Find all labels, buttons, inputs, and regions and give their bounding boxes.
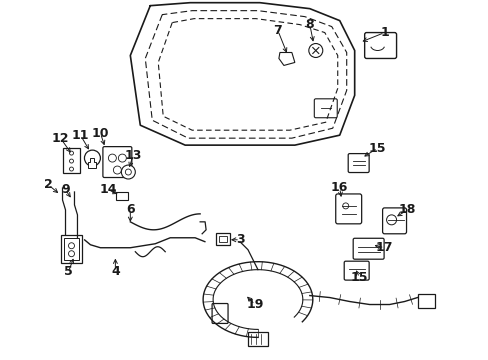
Circle shape — [108, 154, 116, 162]
Text: 11: 11 — [72, 129, 89, 142]
FancyBboxPatch shape — [364, 32, 396, 58]
Text: 18: 18 — [398, 203, 415, 216]
Circle shape — [69, 167, 73, 171]
Text: 4: 4 — [111, 265, 120, 278]
Text: 9: 9 — [61, 184, 70, 197]
Circle shape — [118, 154, 126, 162]
Circle shape — [69, 151, 73, 155]
Text: 5: 5 — [64, 265, 73, 278]
Text: 13: 13 — [124, 149, 142, 162]
Text: 17: 17 — [375, 241, 392, 254]
FancyBboxPatch shape — [344, 261, 368, 280]
Polygon shape — [278, 53, 294, 66]
Text: 7: 7 — [273, 24, 282, 37]
Circle shape — [84, 150, 100, 166]
FancyBboxPatch shape — [335, 194, 361, 224]
Bar — [116, 192, 128, 200]
Text: 2: 2 — [44, 179, 53, 192]
Text: 10: 10 — [91, 127, 109, 140]
FancyBboxPatch shape — [382, 208, 406, 234]
Text: 15: 15 — [350, 271, 367, 284]
Circle shape — [113, 166, 121, 174]
FancyBboxPatch shape — [102, 147, 132, 177]
Bar — [417, 293, 435, 307]
Circle shape — [68, 243, 74, 249]
Bar — [219, 236, 226, 242]
Bar — [247, 332, 267, 346]
Bar — [61, 235, 82, 263]
Circle shape — [342, 203, 348, 209]
Polygon shape — [88, 158, 96, 168]
Circle shape — [121, 165, 135, 179]
Text: 6: 6 — [126, 203, 134, 216]
Text: 3: 3 — [235, 233, 244, 246]
Circle shape — [308, 44, 322, 58]
Circle shape — [386, 215, 396, 225]
Text: 19: 19 — [246, 298, 263, 311]
FancyBboxPatch shape — [347, 154, 368, 172]
FancyBboxPatch shape — [212, 303, 227, 323]
Bar — [62, 148, 81, 173]
Circle shape — [69, 159, 73, 163]
Text: 1: 1 — [380, 26, 388, 39]
Text: 8: 8 — [305, 18, 313, 31]
Text: 14: 14 — [100, 184, 117, 197]
Circle shape — [125, 169, 131, 175]
Text: 15: 15 — [368, 141, 386, 155]
Circle shape — [68, 251, 74, 257]
Bar — [216, 233, 229, 245]
FancyBboxPatch shape — [352, 238, 383, 259]
Bar — [63, 238, 80, 260]
Text: 12: 12 — [52, 132, 69, 145]
FancyBboxPatch shape — [314, 99, 337, 118]
Text: 16: 16 — [330, 181, 348, 194]
